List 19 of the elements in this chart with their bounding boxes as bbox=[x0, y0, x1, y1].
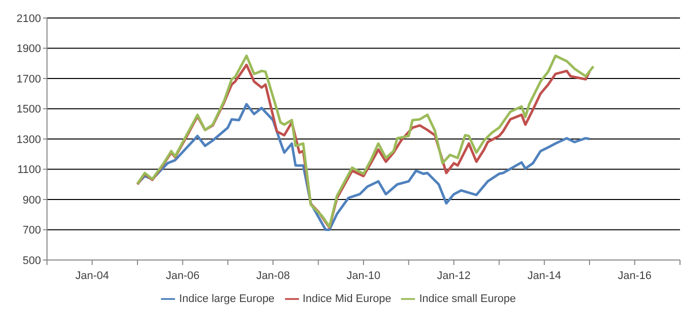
y-tick-label: 1500 bbox=[16, 104, 41, 116]
x-tick-label: Jan-12 bbox=[437, 270, 471, 282]
y-tick-label: 2100 bbox=[16, 12, 41, 25]
y-tick-label: 1100 bbox=[17, 164, 41, 176]
x-tick-label: Jan-14 bbox=[528, 270, 562, 282]
y-tick-label: 1900 bbox=[16, 43, 41, 56]
legend-label: Indice large Europe bbox=[179, 292, 275, 305]
x-tick-label: Jan-08 bbox=[256, 270, 290, 282]
x-tick-label: Jan-10 bbox=[346, 270, 380, 282]
x-tick-label: Jan-16 bbox=[618, 270, 652, 282]
legend-label: Indice Mid Europe bbox=[302, 292, 392, 305]
y-tick-label: 1300 bbox=[16, 134, 41, 146]
legend-label: Indice small Europe bbox=[419, 292, 516, 305]
y-tick-label: 700 bbox=[22, 224, 41, 237]
x-tick-label: Jan-06 bbox=[166, 270, 200, 282]
y-tick-label: 1700 bbox=[16, 73, 41, 86]
x-tick-label: Jan-04 bbox=[75, 270, 109, 282]
y-tick-label: 900 bbox=[22, 194, 41, 206]
y-tick-label: 500 bbox=[22, 254, 41, 267]
